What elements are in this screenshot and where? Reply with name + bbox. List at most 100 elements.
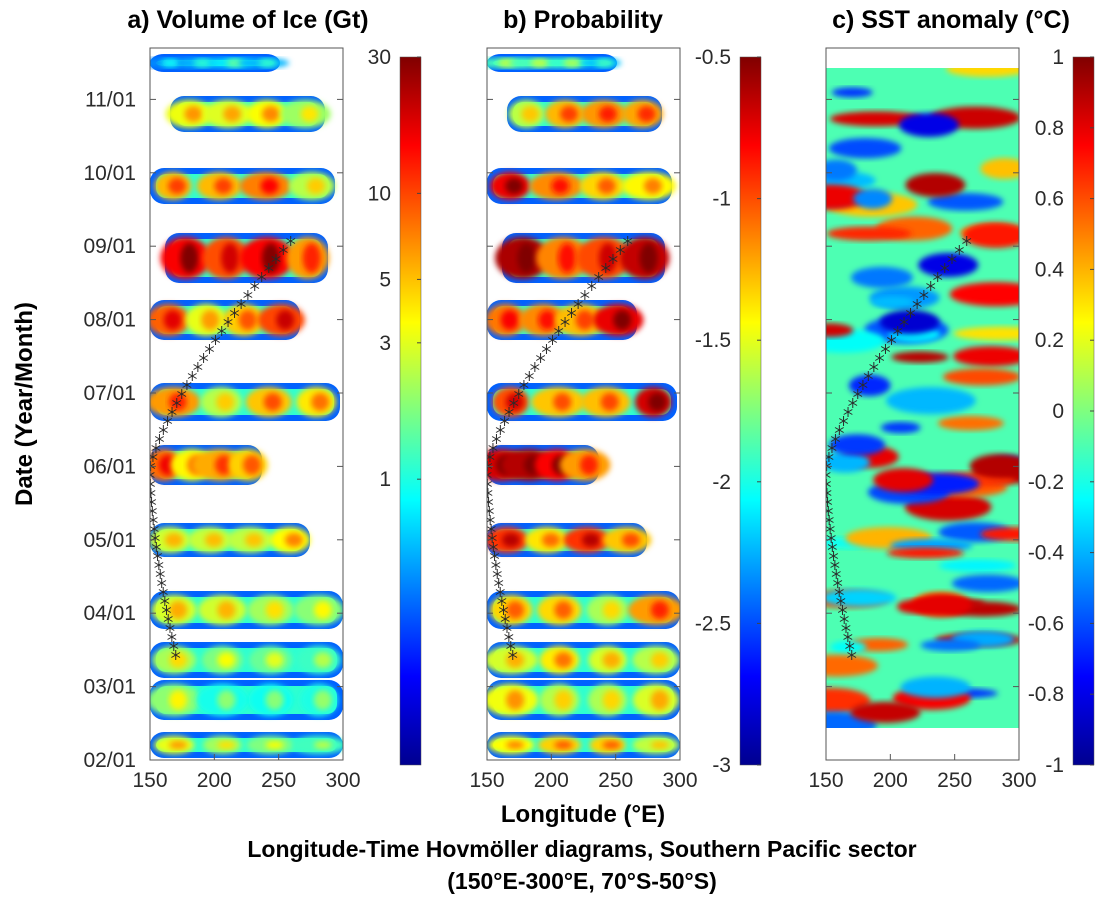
track-asterisk bbox=[587, 281, 597, 291]
track-asterisk bbox=[160, 596, 170, 606]
heatmap-core bbox=[558, 243, 577, 273]
heatmap-core bbox=[216, 393, 235, 411]
heatmap-core bbox=[643, 178, 662, 194]
colorbar-tick-label: -1 bbox=[712, 188, 731, 211]
track-asterisk bbox=[899, 317, 909, 327]
heatmap-core bbox=[639, 243, 658, 273]
heatmap-core bbox=[306, 178, 325, 194]
heatmap-core bbox=[551, 178, 570, 194]
track-asterisk bbox=[560, 317, 570, 327]
heatmap-core bbox=[313, 601, 332, 619]
heatmap-core bbox=[602, 601, 621, 619]
y-tick-label: 02/01 bbox=[83, 749, 136, 772]
track-asterisk bbox=[831, 569, 841, 579]
track-asterisk bbox=[150, 488, 156, 498]
colorbar-tick-label: -3 bbox=[712, 754, 731, 777]
heatmap-core bbox=[205, 533, 223, 547]
track-asterisk bbox=[150, 524, 159, 534]
heatmap-core bbox=[560, 106, 579, 122]
track-asterisk bbox=[223, 317, 233, 327]
track-asterisk bbox=[954, 245, 964, 255]
track-asterisk bbox=[491, 434, 502, 444]
track-asterisk bbox=[492, 569, 502, 579]
sst-anomaly-patch bbox=[886, 547, 964, 559]
track-asterisk bbox=[869, 362, 879, 372]
track-asterisk bbox=[833, 578, 843, 588]
heatmap-core bbox=[613, 310, 632, 330]
track-asterisk bbox=[497, 596, 507, 606]
panel-a-frame bbox=[149, 47, 344, 761]
heatmap-core bbox=[622, 533, 640, 547]
track-asterisk bbox=[940, 263, 950, 273]
heatmap-core bbox=[553, 393, 572, 411]
track-asterisk bbox=[154, 560, 164, 570]
panel-b-frame bbox=[486, 47, 681, 761]
colorbar-tick-label: 0.6 bbox=[1035, 188, 1064, 211]
sst-anomaly-patch bbox=[953, 346, 1019, 367]
track-asterisk bbox=[271, 254, 281, 264]
track-asterisk bbox=[834, 425, 844, 435]
y-tick-label: 09/01 bbox=[83, 235, 136, 258]
colorbar-tick-label: -0.6 bbox=[1028, 612, 1064, 635]
track-asterisk bbox=[504, 632, 514, 642]
heatmap-core bbox=[169, 741, 188, 749]
track-asterisk bbox=[504, 407, 514, 417]
heatmap-core bbox=[506, 601, 525, 619]
track-asterisk bbox=[494, 578, 504, 588]
heatmap-core bbox=[554, 601, 573, 619]
colorbar-tick-label: 0 bbox=[1052, 400, 1064, 423]
track-asterisk bbox=[843, 407, 853, 417]
track-asterisk bbox=[243, 290, 253, 300]
heatmap-core bbox=[602, 741, 621, 749]
track-asterisk bbox=[153, 551, 163, 561]
track-asterisk bbox=[257, 272, 267, 282]
heatmap-core bbox=[265, 652, 284, 668]
colorbar-tick-label: 5 bbox=[379, 268, 391, 291]
x-tick-label: 300 bbox=[325, 769, 360, 792]
track-asterisk bbox=[236, 299, 246, 309]
heatmap-core bbox=[238, 310, 257, 330]
heatmap-core bbox=[542, 533, 560, 547]
track-asterisk bbox=[524, 371, 534, 381]
track-asterisk bbox=[858, 380, 868, 390]
track-asterisk bbox=[187, 371, 197, 381]
track-asterisk bbox=[509, 398, 519, 408]
sst-anomaly-patch bbox=[848, 374, 891, 397]
track-asterisk bbox=[499, 416, 510, 426]
sst-anomaly-patch bbox=[826, 323, 854, 338]
sst-anomaly-patch bbox=[850, 266, 913, 289]
track-asterisk bbox=[836, 596, 846, 606]
track-asterisk bbox=[519, 380, 529, 390]
heatmap-core bbox=[637, 106, 656, 122]
colorbar-tick-label: 0.4 bbox=[1035, 258, 1065, 281]
figure-caption-line2: (150°E-300°E, 70°S-50°S) bbox=[447, 868, 717, 894]
sst-anomaly-patch bbox=[942, 368, 1019, 386]
heatmap-core bbox=[223, 106, 242, 122]
heatmap-core bbox=[554, 741, 573, 749]
x-tick-label: 200 bbox=[873, 769, 908, 792]
track-asterisk bbox=[491, 560, 501, 570]
heatmap-band-inner bbox=[493, 597, 674, 623]
track-asterisk bbox=[487, 488, 493, 498]
sst-strong-anomaly bbox=[879, 310, 940, 334]
x-tick-label: 250 bbox=[598, 769, 633, 792]
track-asterisk bbox=[601, 263, 611, 273]
sst-anomaly-patch bbox=[853, 188, 893, 209]
sst-strong-anomaly bbox=[898, 113, 959, 137]
heatmap-core bbox=[311, 393, 330, 411]
heatmap-core bbox=[521, 106, 540, 122]
track-asterisk bbox=[947, 254, 957, 264]
track-asterisk bbox=[210, 335, 221, 345]
sst-strong-anomaly bbox=[873, 468, 934, 492]
heatmap-core bbox=[600, 393, 619, 411]
x-tick-label: 200 bbox=[197, 769, 232, 792]
colorbar-tick-label: 0.2 bbox=[1035, 329, 1064, 352]
heatmap-core bbox=[184, 106, 203, 122]
heatmap-core bbox=[580, 455, 598, 475]
x-tick-label: 250 bbox=[261, 769, 296, 792]
sst-anomaly-patch bbox=[826, 654, 878, 677]
heatmap-core bbox=[648, 393, 667, 411]
y-tick-label: 07/01 bbox=[83, 382, 136, 405]
heatmap-core bbox=[554, 690, 573, 710]
heatmap-core bbox=[500, 310, 519, 330]
